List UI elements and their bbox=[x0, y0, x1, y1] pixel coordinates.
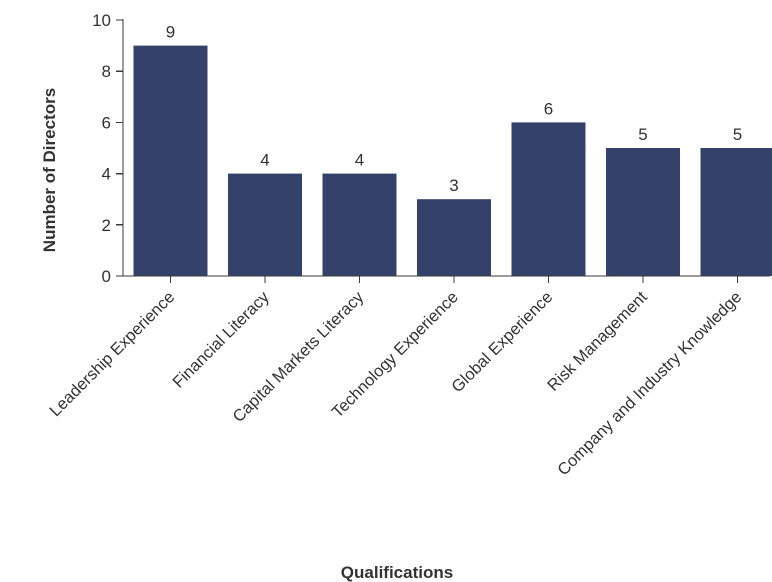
bar-2 bbox=[228, 173, 302, 276]
x-tick-label-1: Leadership Experience bbox=[46, 288, 178, 420]
y-tick-label-10: 10 bbox=[92, 11, 111, 30]
value-label-4: 3 bbox=[449, 176, 458, 195]
y-tick-label-6: 6 bbox=[102, 113, 111, 132]
bar-1 bbox=[133, 45, 208, 276]
x-axis-title: Qualifications bbox=[341, 563, 453, 582]
y-axis: 0 2 4 6 8 10 bbox=[92, 11, 124, 286]
y-tick-label-2: 2 bbox=[102, 216, 111, 235]
bar-6 bbox=[606, 148, 680, 276]
bar-4 bbox=[417, 199, 491, 276]
bar-5 bbox=[511, 122, 586, 277]
bar-7 bbox=[700, 148, 772, 276]
x-tick-label-7: Company and Industry Knowledge bbox=[554, 288, 745, 479]
x-tick-label-6: Risk Management bbox=[544, 288, 651, 395]
value-label-7: 5 bbox=[733, 125, 742, 144]
value-label-3: 4 bbox=[355, 151, 364, 170]
x-tick-label-2: Financial Literacy bbox=[169, 288, 273, 392]
x-tick-label-5: Global Experience bbox=[448, 288, 556, 396]
y-axis-title: Number of Directors bbox=[40, 88, 59, 252]
y-tick-label-0: 0 bbox=[102, 267, 111, 286]
value-label-2: 4 bbox=[260, 151, 269, 170]
y-tick-label-4: 4 bbox=[102, 165, 111, 184]
value-label-5: 6 bbox=[544, 99, 553, 118]
value-labels-group: 9 4 4 3 6 5 5 bbox=[166, 23, 742, 196]
bar-3 bbox=[322, 173, 397, 276]
value-label-6: 5 bbox=[638, 125, 647, 144]
value-label-1: 9 bbox=[166, 23, 175, 42]
bars-group bbox=[133, 45, 772, 277]
y-tick-label-8: 8 bbox=[102, 62, 111, 81]
